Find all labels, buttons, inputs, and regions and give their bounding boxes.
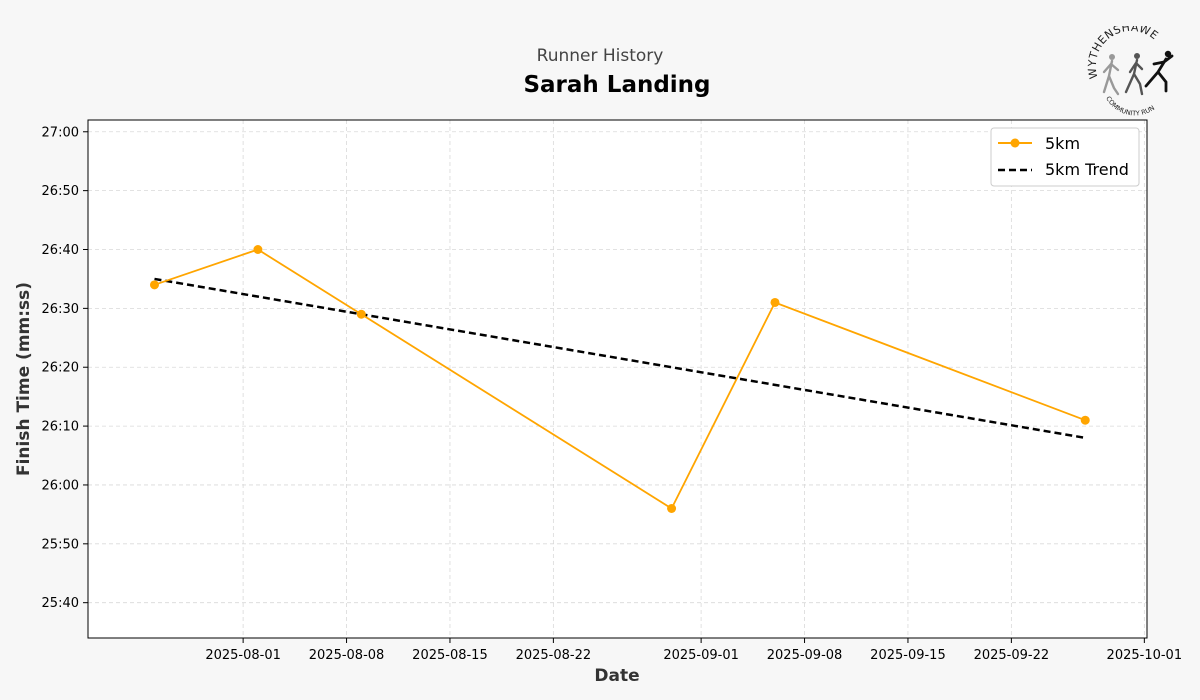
x-tick-label: 2025-10-01 (1107, 648, 1183, 663)
x-axis-ticks: 2025-08-01 2025-08-08 2025-08-15 2025-08-22… (205, 638, 1182, 663)
y-tick-label: 26:00 (42, 478, 79, 493)
y-tick-label: 26:20 (42, 361, 79, 376)
runner-figure-light (1102, 54, 1120, 96)
series-layer (149, 245, 1090, 513)
x-tick-label: 2025-09-22 (974, 648, 1050, 663)
y-tick-label: 25:50 (42, 537, 79, 552)
chart-supertitle: Runner History (536, 46, 664, 66)
y-tick-label: 26:10 (42, 420, 79, 435)
y-tick-label: 25:40 (42, 596, 79, 611)
runner-figure-dark (1144, 50, 1174, 93)
y-tick-label: 26:30 (42, 302, 79, 317)
wythenshawe-logo: WYTHENSHAWE COMMUNITY RUN (1086, 26, 1174, 116)
plot-area (88, 120, 1147, 638)
x-tick-label: 2025-08-01 (205, 648, 281, 663)
data-point-5km (149, 280, 159, 290)
logo-text-bottom: COMMUNITY RUN (1104, 95, 1156, 116)
chart-title: Sarah Landing (523, 72, 711, 98)
logo-text-top: WYTHENSHAWE (1086, 26, 1160, 80)
y-tick-label: 27:00 (42, 125, 79, 140)
y-tick-label: 26:40 (42, 243, 79, 258)
data-point-5km (356, 309, 366, 319)
series-line-5km-trend (154, 277, 1086, 440)
data-point-5km (253, 245, 263, 254)
data-point-5km (770, 297, 780, 307)
runner-figure-medium (1124, 53, 1144, 96)
x-tick-label: 2025-08-08 (309, 648, 385, 663)
plot-frame (87, 119, 1148, 639)
legend-marker-5km (1010, 138, 1020, 148)
series-line-5km (154, 248, 1086, 510)
grid (88, 120, 1147, 638)
svg-text:COMMUNITY RUN: COMMUNITY RUN (1104, 95, 1156, 116)
x-axis-label: Date (594, 666, 639, 686)
x-tick-label: 2025-09-15 (870, 648, 946, 663)
data-point-5km (667, 504, 677, 513)
svg-text:WYTHENSHAWE: WYTHENSHAWE (1086, 26, 1161, 80)
x-tick-label: 2025-09-08 (767, 648, 843, 663)
x-tick-label: 2025-08-22 (516, 648, 592, 663)
legend-label-trend: 5km Trend (1045, 160, 1129, 179)
data-point-5km (1080, 415, 1090, 425)
y-axis-ticks: 25:40 25:50 26:00 26:10 26:20 26:30 26:40 26:50… (42, 125, 88, 611)
x-tick-label: 2025-08-15 (412, 648, 488, 663)
legend: 5km 5km Trend (990, 127, 1140, 187)
legend-label-5km: 5km (1045, 134, 1080, 153)
x-tick-label: 2025-09-01 (663, 648, 739, 663)
y-axis-label: Finish Time (mm:ss) (14, 282, 34, 476)
y-tick-label: 26:50 (42, 184, 79, 199)
